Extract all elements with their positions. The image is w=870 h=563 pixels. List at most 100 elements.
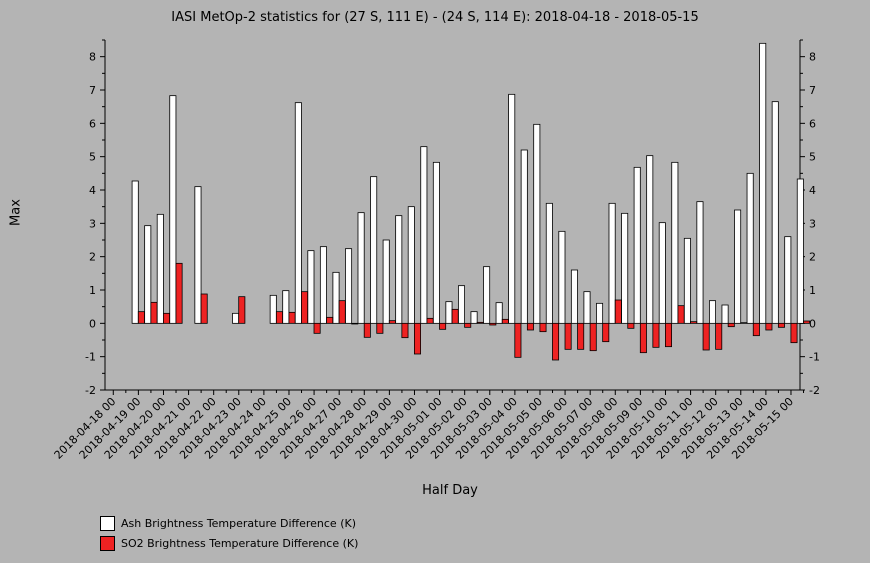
ash-bar: [395, 215, 403, 324]
so2-bar: [413, 322, 421, 355]
y-tick-label-right: 8: [809, 51, 816, 64]
ash-bar: [545, 202, 553, 324]
ash-bar: [608, 202, 616, 324]
ash-bar: [596, 302, 604, 324]
so2-bar: [589, 322, 597, 352]
so2-bar: [150, 301, 158, 324]
y-tick-label-right: 1: [809, 284, 816, 297]
chart-title: IASI MetOp-2 statistics for (27 S, 111 E…: [171, 10, 699, 25]
so2-bar: [200, 293, 208, 324]
ash-bar: [759, 42, 767, 324]
ash-bar: [621, 212, 629, 324]
ash-bar: [796, 178, 804, 324]
ash-bar: [671, 161, 679, 324]
ash-bar: [558, 230, 566, 324]
y-tick-label-right: 6: [809, 117, 816, 130]
ash-bar: [407, 206, 415, 324]
so2-bar: [702, 322, 710, 351]
so2-bar: [401, 322, 409, 339]
so2-bar: [451, 308, 459, 324]
ash-bar: [746, 172, 754, 324]
ash-bar: [495, 302, 503, 324]
legend-swatch-so2: [100, 535, 115, 551]
so2-bar: [765, 322, 773, 331]
so2-bar: [426, 317, 434, 324]
so2-bar: [238, 296, 246, 324]
so2-bar: [301, 291, 309, 324]
ash-bar: [721, 304, 729, 324]
ash-bar: [633, 166, 641, 324]
so2-bar: [677, 305, 685, 324]
y-tick-label-left: -1: [85, 351, 96, 364]
so2-bar: [376, 322, 384, 334]
ash-bar: [658, 222, 666, 324]
y-tick-label-left: 7: [89, 84, 96, 97]
ash-bar: [319, 246, 327, 324]
so2-bar: [752, 322, 760, 337]
ash-bar: [332, 271, 340, 324]
y-tick-label-right: 3: [809, 217, 816, 230]
legend: Ash Brightness Temperature Difference (K…: [100, 513, 358, 553]
ash-bar: [294, 102, 302, 324]
ash-bar: [232, 312, 240, 324]
y-tick-label-left: 4: [89, 184, 96, 197]
y-tick-label-left: 0: [89, 317, 96, 330]
ash-bar: [307, 250, 315, 324]
ash-bar: [382, 239, 390, 324]
so2-bar: [652, 322, 660, 348]
so2-bar: [476, 321, 484, 324]
so2-bar: [602, 322, 610, 343]
ash-bar: [282, 290, 290, 324]
so2-bar: [526, 322, 534, 331]
y-tick-label-left: 5: [89, 151, 96, 164]
legend-swatch-ash: [100, 515, 115, 531]
ash-bar: [432, 161, 440, 324]
y-tick-label-right: -2: [809, 384, 820, 397]
ash-bar: [508, 93, 516, 324]
ash-bar: [470, 311, 478, 324]
so2-bar: [137, 311, 145, 324]
so2-bar: [351, 322, 359, 325]
legend-item-ash: Ash Brightness Temperature Difference (K…: [100, 513, 358, 533]
ash-bar: [646, 155, 654, 324]
ash-bar: [457, 285, 465, 324]
so2-bar: [777, 322, 785, 328]
so2-bar: [665, 322, 673, 348]
y-tick-label-right: -1: [809, 351, 820, 364]
ash-bar: [144, 225, 152, 324]
so2-bar: [790, 322, 798, 344]
ash-bar: [696, 201, 704, 324]
ash-bar: [420, 146, 428, 324]
y-tick-label-left: -2: [85, 384, 96, 397]
so2-bar: [539, 322, 547, 333]
so2-bar: [162, 312, 170, 324]
ash-bar: [784, 236, 792, 324]
y-tick-label-right: 4: [809, 184, 816, 197]
so2-bar: [439, 322, 447, 330]
ash-bar: [520, 149, 528, 324]
ash-bar: [570, 269, 578, 324]
so2-bar: [313, 322, 321, 334]
so2-bar: [501, 318, 509, 324]
ash-bar: [194, 186, 202, 324]
so2-bar: [577, 322, 585, 350]
so2-bar: [690, 321, 698, 324]
y-axis-label: Max: [8, 199, 24, 226]
y-tick-label-left: 8: [89, 51, 96, 64]
ash-bar: [345, 248, 353, 324]
legend-label-ash: Ash Brightness Temperature Difference (K…: [121, 516, 356, 530]
so2-bar: [727, 322, 735, 328]
so2-bar: [803, 320, 811, 324]
y-tick-label-left: 6: [89, 117, 96, 130]
ash-bar: [370, 176, 378, 324]
ash-bar: [269, 294, 277, 324]
y-tick-label-right: 5: [809, 151, 816, 164]
ash-bar: [131, 180, 139, 324]
ash-bar: [169, 95, 177, 324]
so2-bar: [639, 322, 647, 354]
legend-label-so2: SO2 Brightness Temperature Difference (K…: [121, 536, 359, 550]
ash-bar: [771, 101, 779, 324]
ash-bar: [683, 237, 691, 324]
